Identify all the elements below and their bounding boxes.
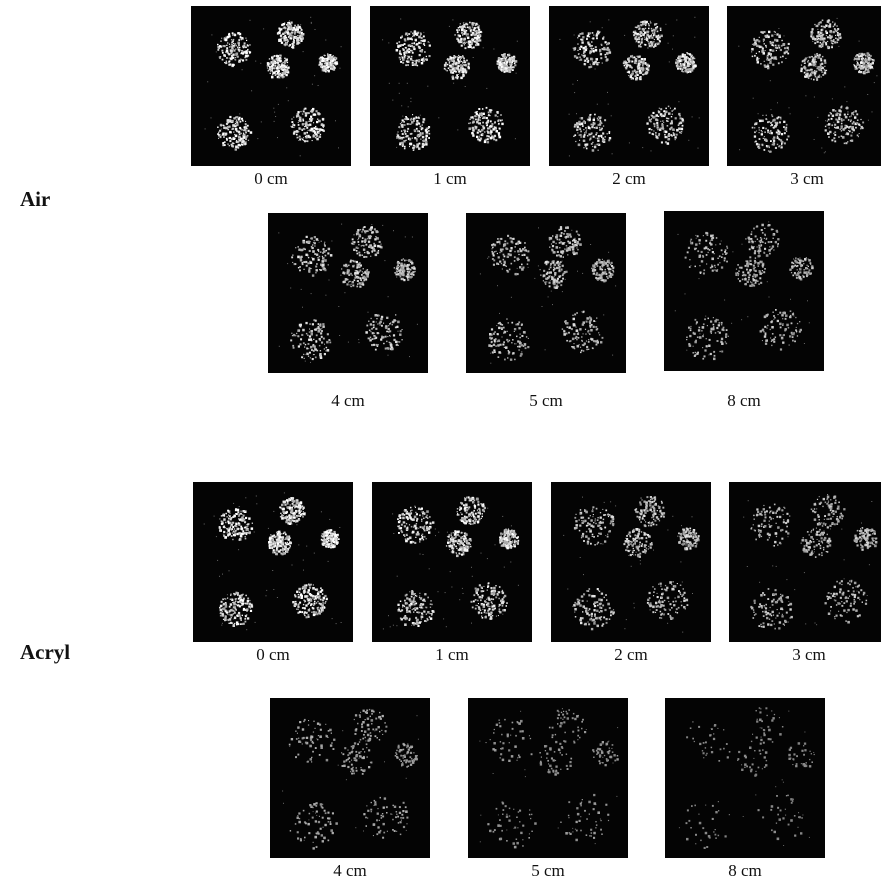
distance-caption: 0 cm [254, 169, 288, 188]
scan-image [191, 6, 351, 166]
distance-caption: 1 cm [435, 645, 469, 664]
image-panel: 5 cm [466, 213, 626, 411]
distance-caption: 0 cm [256, 645, 290, 664]
image-panel: 2 cm [549, 6, 709, 189]
image-panel: 4 cm [270, 698, 430, 881]
scan-image [370, 6, 530, 166]
distance-caption: 3 cm [792, 645, 826, 664]
scan-image [466, 213, 626, 373]
distance-caption: 2 cm [614, 645, 648, 664]
distance-caption: 5 cm [531, 861, 565, 880]
distance-caption: 5 cm [529, 391, 563, 410]
image-panel: 8 cm [665, 698, 825, 881]
distance-caption: 8 cm [728, 861, 762, 880]
image-panel: 1 cm [372, 482, 532, 665]
image-panel: 3 cm [727, 6, 881, 189]
distance-caption: 3 cm [790, 169, 824, 188]
distance-caption: 1 cm [433, 169, 467, 188]
image-panel: 4 cm [268, 213, 428, 411]
group-label-acryl: Acryl [20, 640, 71, 664]
image-panel: 0 cm [191, 6, 351, 189]
image-panel: 5 cm [468, 698, 628, 881]
scan-image [372, 482, 532, 642]
image-panel: 2 cm [551, 482, 711, 665]
distance-caption: 2 cm [612, 169, 646, 188]
group-label-air: Air [20, 187, 51, 211]
image-panel: 0 cm [193, 482, 353, 665]
scan-image [551, 482, 711, 642]
scan-image [270, 698, 430, 858]
distance-caption: 8 cm [727, 391, 761, 410]
image-panel: 3 cm [729, 482, 881, 665]
scan-image [727, 6, 881, 166]
image-panel: 1 cm [370, 6, 530, 189]
scan-image [729, 482, 881, 642]
scan-image [665, 698, 825, 858]
scan-image [193, 482, 353, 642]
distance-caption: 4 cm [333, 861, 367, 880]
scan-image [664, 211, 824, 371]
image-panel: 8 cm [664, 211, 824, 411]
scan-image [268, 213, 428, 373]
scan-image [468, 698, 628, 858]
scan-image [549, 6, 709, 166]
distance-caption: 4 cm [331, 391, 365, 410]
